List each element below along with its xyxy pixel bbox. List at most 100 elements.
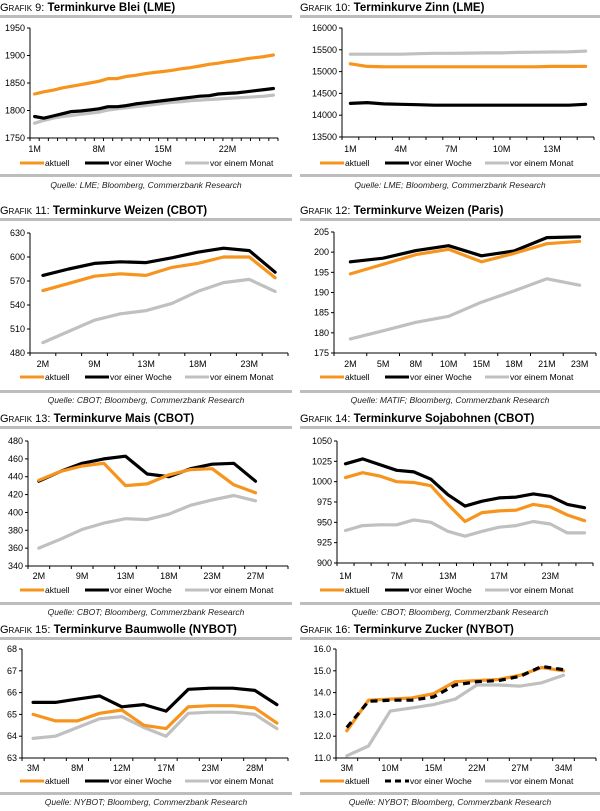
y-tick-label: 185 bbox=[314, 308, 329, 318]
y-tick-label: 190 bbox=[314, 288, 329, 298]
series-line-vor-einem-monat bbox=[43, 279, 275, 342]
y-tick-label: 65 bbox=[7, 709, 17, 719]
y-tick-label: 480 bbox=[8, 436, 23, 446]
chart-source: Quelle: CBOT; Bloomberg, Commerzbank Res… bbox=[0, 395, 292, 405]
chart-panel-g16: Grafik 16: Terminkurve Zucker (NYBOT)Que… bbox=[300, 624, 600, 811]
legend-item-woche: vor einer Woche bbox=[385, 776, 472, 786]
y-tick-label: 67 bbox=[7, 666, 17, 676]
series-line-vor-einem-monat bbox=[347, 675, 564, 756]
x-tick-label: 1M bbox=[339, 571, 352, 581]
y-tick-label: 1000 bbox=[312, 477, 332, 487]
y-tick-label: 63 bbox=[7, 753, 17, 763]
series-line-vor-einer-woche bbox=[346, 459, 585, 508]
series-line-vor-einem-monat bbox=[39, 496, 256, 549]
legend-label: aktuell bbox=[345, 158, 370, 168]
x-tick-label: 17M bbox=[157, 763, 175, 773]
y-tick-label: 460 bbox=[8, 454, 23, 464]
y-tick-label: 11.0 bbox=[314, 753, 331, 763]
y-tick-label: 16000 bbox=[312, 23, 337, 33]
x-tick-label: 15M bbox=[473, 359, 491, 369]
legend-label: vor einem Monat bbox=[510, 372, 574, 382]
legend-item-monat: vor einem Monat bbox=[485, 585, 574, 595]
legend-label: vor einer Woche bbox=[110, 585, 172, 595]
legend-item-aktuell: aktuell bbox=[20, 585, 70, 595]
series-line-aktuell bbox=[43, 257, 275, 291]
legend-label: aktuell bbox=[45, 776, 70, 786]
legend-label: vor einer Woche bbox=[410, 372, 472, 382]
y-tick-label: 540 bbox=[10, 300, 25, 310]
y-tick-label: 950 bbox=[317, 517, 332, 527]
series-line-vor-einer-woche bbox=[350, 103, 585, 106]
x-tick-label: 23M bbox=[203, 571, 221, 581]
y-tick-label: 600 bbox=[10, 252, 25, 262]
y-tick-label: 630 bbox=[10, 228, 25, 238]
x-tick-label: 12M bbox=[113, 763, 131, 773]
legend-label: aktuell bbox=[345, 776, 370, 786]
y-tick-label: 195 bbox=[314, 267, 329, 277]
x-tick-label: 18M bbox=[189, 359, 207, 369]
legend-item-monat: vor einem Monat bbox=[485, 158, 574, 168]
y-tick-label: 510 bbox=[10, 324, 25, 334]
x-tick-label: 21M bbox=[538, 359, 556, 369]
y-tick-label: 175 bbox=[314, 348, 329, 358]
legend-item-aktuell: aktuell bbox=[320, 585, 370, 595]
legend-label: vor einer Woche bbox=[110, 158, 172, 168]
x-tick-label: 13M bbox=[543, 144, 561, 154]
legend-label: vor einem Monat bbox=[210, 776, 274, 786]
legend-divider bbox=[300, 792, 600, 795]
x-tick-label: 18M bbox=[160, 571, 178, 581]
y-tick-label: 15500 bbox=[312, 45, 337, 55]
y-tick-label: 1750 bbox=[5, 133, 25, 143]
x-tick-label: 17M bbox=[490, 571, 508, 581]
legend-item-woche: vor einer Woche bbox=[85, 372, 172, 382]
legend-item-aktuell: aktuell bbox=[320, 776, 370, 786]
legend-item-aktuell: aktuell bbox=[320, 372, 370, 382]
y-tick-label: 205 bbox=[314, 227, 329, 237]
x-tick-label: 10M bbox=[493, 144, 511, 154]
chart-panel-g14: Grafik 14: Terminkurve Sojabohnen (CBOT)… bbox=[300, 413, 600, 621]
series-line-vor-einem-monat bbox=[350, 51, 585, 54]
legend-label: vor einer Woche bbox=[110, 372, 172, 382]
legend-item-monat: vor einem Monat bbox=[185, 158, 274, 168]
y-tick-label: 1950 bbox=[5, 23, 25, 33]
x-tick-label: 23M bbox=[571, 359, 589, 369]
legend-item-monat: vor einem Monat bbox=[485, 776, 574, 786]
y-tick-label: 64 bbox=[7, 731, 17, 741]
y-tick-label: 1800 bbox=[5, 106, 25, 116]
legend-item-aktuell: aktuell bbox=[20, 776, 70, 786]
legend-label: vor einem Monat bbox=[210, 585, 274, 595]
legend-item-aktuell: aktuell bbox=[20, 158, 70, 168]
x-tick-label: 34M bbox=[555, 763, 573, 773]
x-tick-label: 22M bbox=[219, 144, 237, 154]
y-tick-label: 360 bbox=[8, 543, 23, 553]
legend-label: vor einer Woche bbox=[410, 158, 472, 168]
x-tick-label: 3M bbox=[27, 763, 40, 773]
x-tick-label: 18M bbox=[505, 359, 523, 369]
x-tick-label: 13M bbox=[137, 359, 155, 369]
x-tick-label: 9M bbox=[76, 571, 89, 581]
y-tick-label: 1850 bbox=[5, 78, 25, 88]
legend-item-monat: vor einem Monat bbox=[185, 372, 274, 382]
y-tick-label: 380 bbox=[8, 525, 23, 535]
x-tick-label: 1M bbox=[344, 144, 357, 154]
y-tick-label: 14000 bbox=[312, 110, 337, 120]
y-tick-label: 1050 bbox=[312, 436, 332, 446]
legend-label: vor einem Monat bbox=[510, 776, 574, 786]
y-tick-label: 440 bbox=[8, 472, 23, 482]
x-tick-label: 13M bbox=[117, 571, 135, 581]
chart-source: Quelle: LME; Bloomberg, Commerzbank Rese… bbox=[300, 180, 600, 190]
legend-divider bbox=[300, 174, 600, 177]
x-tick-label: 13M bbox=[439, 571, 457, 581]
series-line-vor-einer-woche bbox=[347, 666, 564, 727]
y-tick-label: 1900 bbox=[5, 51, 25, 61]
chart-panel-g10: Grafik 10: Terminkurve Zinn (LME)Quelle:… bbox=[300, 2, 600, 194]
y-tick-label: 13500 bbox=[312, 132, 337, 142]
y-tick-label: 480 bbox=[10, 348, 25, 358]
x-tick-label: 27M bbox=[247, 571, 265, 581]
legend-item-woche: vor einer Woche bbox=[85, 776, 172, 786]
legend-label: vor einem Monat bbox=[510, 158, 574, 168]
y-tick-label: 16.0 bbox=[313, 644, 331, 654]
